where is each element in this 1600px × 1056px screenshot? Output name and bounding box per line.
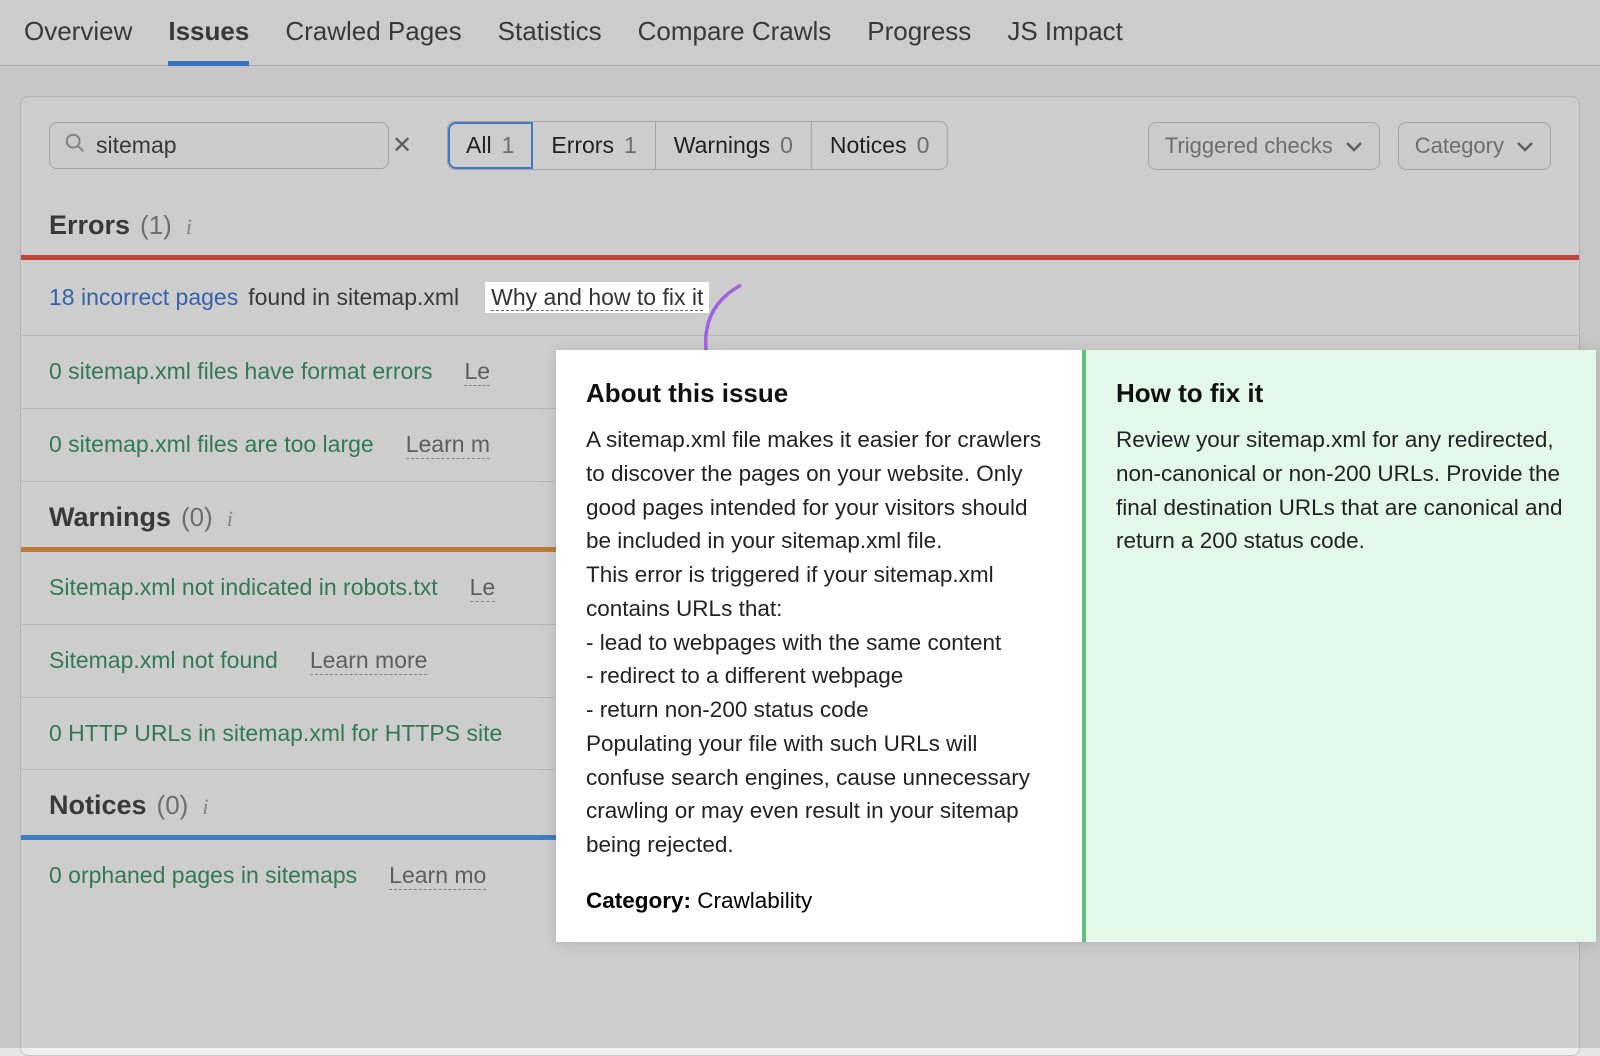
category-value: Crawlability [691,888,812,913]
triggered-checks-dropdown[interactable]: Triggered checks [1148,122,1380,170]
filter-notices-label: Notices [830,132,907,159]
clear-search-icon[interactable]: ✕ [392,131,412,160]
search-box[interactable]: ✕ [49,122,389,169]
issue-link[interactable]: 0 sitemap.xml files have format errors [49,358,432,385]
notices-label: Notices [49,790,147,821]
filter-notices[interactable]: Notices 0 [812,122,948,169]
filter-warnings-label: Warnings [674,132,770,159]
issue-text: found in sitemap.xml [248,284,459,311]
learn-more-link[interactable]: Le [464,358,490,386]
tab-crawled-pages[interactable]: Crawled Pages [285,12,461,65]
info-icon[interactable]: i [227,506,233,532]
why-fix-wrap: Why and how to fix it [485,282,709,313]
warnings-count: (0) [181,502,213,533]
issue-link[interactable]: 18 incorrect pages [49,284,238,311]
tab-progress[interactable]: Progress [867,12,971,65]
type-filter: All 1 Errors 1 Warnings 0 Notices 0 [447,121,948,170]
about-title: About this issue [586,378,1052,409]
issue-link[interactable]: 0 orphaned pages in sitemaps [49,862,357,889]
issue-link[interactable]: Sitemap.xml not indicated in robots.txt [49,574,438,601]
filter-errors-label: Errors [551,132,614,159]
tab-compare-crawls[interactable]: Compare Crawls [638,12,832,65]
info-icon[interactable]: i [202,794,208,820]
learn-more-link[interactable]: Learn mo [389,862,486,890]
errors-header: Errors (1) i [21,190,1579,255]
tab-statistics[interactable]: Statistics [498,12,602,65]
filter-all-label: All [466,132,492,159]
howto-body: Review your sitemap.xml for any redirect… [1116,423,1566,558]
issue-popover: About this issue A sitemap.xml file make… [556,350,1596,942]
category-label: Category [1415,133,1504,159]
main-tabs: Overview Issues Crawled Pages Statistics… [0,0,1600,66]
category-key: Category: [586,888,691,913]
howto-title: How to fix it [1116,378,1566,409]
errors-label: Errors [49,210,130,241]
triggered-checks-label: Triggered checks [1165,133,1333,159]
learn-more-link[interactable]: Learn more [310,647,428,675]
issue-link[interactable]: 0 sitemap.xml files are too large [49,431,374,458]
issue-link[interactable]: Sitemap.xml not found [49,647,278,674]
learn-more-link[interactable]: Learn m [406,431,490,459]
filter-errors[interactable]: Errors 1 [533,122,655,169]
category-line: Category: Crawlability [586,888,1052,914]
filter-notices-count: 0 [917,132,930,159]
why-and-how-link[interactable]: Why and how to fix it [491,284,703,311]
about-body: A sitemap.xml file makes it easier for c… [586,423,1052,862]
tab-issues[interactable]: Issues [168,12,249,66]
filter-all-count: 1 [502,132,515,159]
tab-overview[interactable]: Overview [24,12,132,65]
errors-count: (1) [140,210,172,241]
search-icon [64,132,86,160]
tab-js-impact[interactable]: JS Impact [1007,12,1123,65]
category-dropdown[interactable]: Category [1398,122,1551,170]
info-icon[interactable]: i [186,214,192,240]
warnings-label: Warnings [49,502,171,533]
filters-bar: ✕ All 1 Errors 1 Warnings 0 Notices 0 Tr… [21,97,1579,190]
how-to-fix-panel: How to fix it Review your sitemap.xml fo… [1086,350,1596,942]
issue-row[interactable]: 18 incorrect pages found in sitemap.xml … [21,260,1579,336]
about-issue-panel: About this issue A sitemap.xml file make… [556,350,1086,942]
search-input[interactable] [96,132,392,159]
filter-warnings-count: 0 [780,132,793,159]
filter-all[interactable]: All 1 [448,122,533,169]
issue-link[interactable]: 0 HTTP URLs in sitemap.xml for HTTPS sit… [49,720,502,747]
filter-errors-count: 1 [624,132,637,159]
notices-count: (0) [157,790,189,821]
chevron-down-icon [1345,133,1363,159]
chevron-down-icon [1516,133,1534,159]
filter-warnings[interactable]: Warnings 0 [656,122,812,169]
learn-more-link[interactable]: Le [470,574,496,602]
